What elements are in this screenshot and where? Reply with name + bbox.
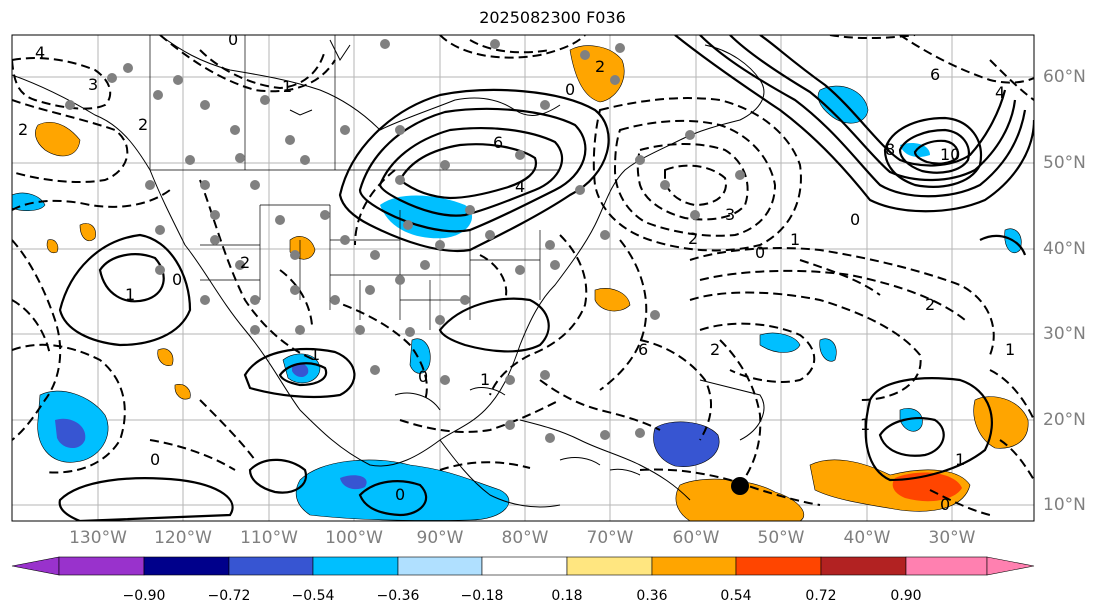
svg-text:1: 1 bbox=[790, 230, 800, 249]
svg-text:0: 0 bbox=[418, 367, 428, 386]
lon-label: 50°W bbox=[757, 528, 805, 548]
svg-text:3: 3 bbox=[88, 75, 98, 94]
lon-label: 90°W bbox=[416, 528, 464, 548]
lat-label: 40°N bbox=[1043, 239, 1086, 259]
svg-text:2: 2 bbox=[595, 57, 605, 76]
svg-text:1: 1 bbox=[282, 77, 292, 96]
lon-label: 120°W bbox=[154, 528, 212, 548]
observation-stations bbox=[65, 39, 745, 443]
svg-text:2: 2 bbox=[240, 253, 250, 272]
colorbar-extend-max bbox=[986, 556, 1035, 576]
contour-labels: 4 3 2 0 1 2 0 6 4 2 3 2 0 6 8 10 4 2 0 1… bbox=[18, 30, 1015, 514]
colorbar-tick-label: 0.18 bbox=[551, 588, 583, 604]
svg-text:0: 0 bbox=[228, 30, 238, 49]
lat-label: 10°N bbox=[1043, 495, 1086, 515]
svg-text:1: 1 bbox=[310, 345, 320, 364]
lon-label: 130°W bbox=[69, 528, 127, 548]
colorbar-tick-label: −0.90 bbox=[122, 588, 166, 604]
lon-label: 70°W bbox=[586, 528, 634, 548]
lat-label: 60°N bbox=[1043, 67, 1086, 87]
svg-text:1: 1 bbox=[860, 415, 870, 434]
lon-label: 100°W bbox=[325, 528, 383, 548]
svg-text:0: 0 bbox=[940, 495, 950, 514]
svg-text:10: 10 bbox=[940, 145, 960, 164]
map-frame bbox=[11, 34, 1035, 522]
svg-text:1: 1 bbox=[1005, 340, 1015, 359]
contours-positive bbox=[58, 35, 1034, 521]
svg-text:0: 0 bbox=[150, 450, 160, 469]
svg-text:1: 1 bbox=[125, 285, 135, 304]
map-background bbox=[12, 35, 1034, 521]
plot-title: 2025082300 F036 bbox=[479, 8, 626, 27]
colorbar-tick-label: 0.54 bbox=[720, 588, 752, 604]
storm-center-marker bbox=[731, 477, 749, 495]
svg-text:4: 4 bbox=[35, 43, 45, 62]
lat-label: 20°N bbox=[1043, 410, 1086, 430]
svg-text:0: 0 bbox=[565, 80, 575, 99]
svg-text:8: 8 bbox=[885, 140, 895, 159]
colorbar-tick-label: 0.90 bbox=[890, 588, 922, 604]
lat-label: 30°N bbox=[1043, 324, 1086, 344]
lon-label: 110°W bbox=[240, 528, 298, 548]
colorbar-tick-label: 0.36 bbox=[636, 588, 668, 604]
svg-text:2: 2 bbox=[138, 115, 148, 134]
shaded-anomaly-areas bbox=[12, 45, 1029, 521]
svg-text:4: 4 bbox=[515, 177, 525, 196]
contours-negative bbox=[12, 35, 1034, 516]
svg-text:0: 0 bbox=[755, 243, 765, 262]
lon-label: 80°W bbox=[501, 528, 549, 548]
colorbar-tick-label: −0.72 bbox=[207, 588, 251, 604]
lon-label: 30°W bbox=[928, 528, 976, 548]
svg-text:1: 1 bbox=[480, 370, 490, 389]
colorbar-tick-label: −0.18 bbox=[460, 588, 504, 604]
lon-label: 40°W bbox=[843, 528, 891, 548]
svg-text:6: 6 bbox=[930, 65, 940, 84]
svg-text:1: 1 bbox=[955, 450, 965, 469]
colorbar bbox=[11, 556, 1035, 576]
svg-text:2: 2 bbox=[710, 340, 720, 359]
svg-text:4: 4 bbox=[995, 83, 1005, 102]
svg-text:2: 2 bbox=[688, 229, 698, 248]
colorbar-tick-label: −0.36 bbox=[376, 588, 420, 604]
svg-text:2: 2 bbox=[925, 295, 935, 314]
svg-text:0: 0 bbox=[395, 485, 405, 504]
svg-text:0: 0 bbox=[850, 210, 860, 229]
svg-text:6: 6 bbox=[493, 133, 503, 152]
colorbar-extend-min bbox=[11, 556, 60, 576]
colorbar-tick-label: −0.54 bbox=[291, 588, 335, 604]
svg-text:2: 2 bbox=[18, 120, 28, 139]
lon-label: 60°W bbox=[672, 528, 720, 548]
svg-text:3: 3 bbox=[725, 205, 735, 224]
lat-label: 50°N bbox=[1043, 153, 1086, 173]
svg-text:0: 0 bbox=[172, 270, 182, 289]
colorbar-tick-label: 0.72 bbox=[805, 588, 837, 604]
svg-text:6: 6 bbox=[638, 340, 648, 359]
